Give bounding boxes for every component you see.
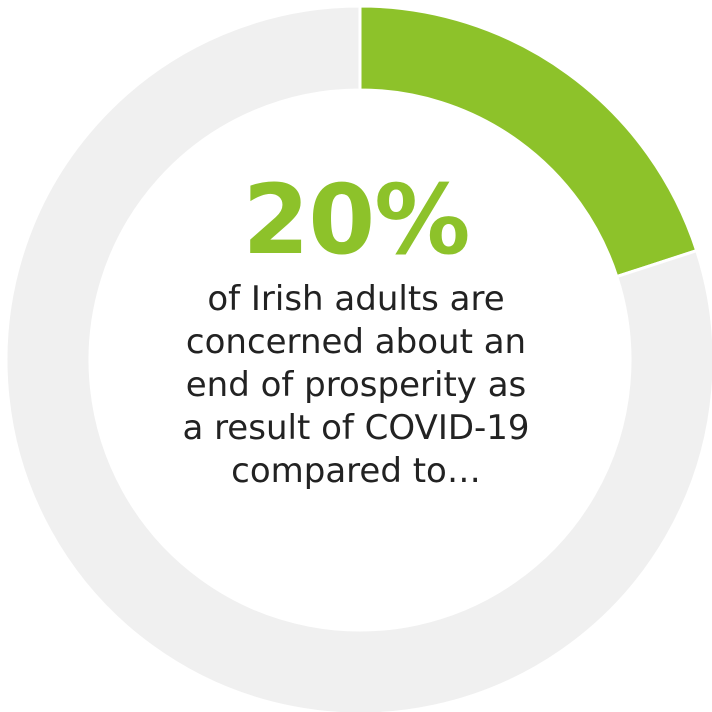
- caption-line-2: concerned about an: [185, 322, 527, 362]
- caption-line-5: compared to…: [231, 451, 481, 491]
- caption-line-4: a result of COVID-19: [182, 408, 530, 448]
- caption-line-1: of Irish adults are: [207, 279, 505, 319]
- donut-slice-remainder: [4, 4, 712, 712]
- caption-text: of Irish adults are concerned about an e…: [156, 278, 556, 493]
- percentage-value: 20%: [242, 164, 471, 276]
- caption-line-3: end of prosperity as: [185, 365, 527, 405]
- center-label: 20% of Irish adults are concerned about …: [156, 168, 556, 493]
